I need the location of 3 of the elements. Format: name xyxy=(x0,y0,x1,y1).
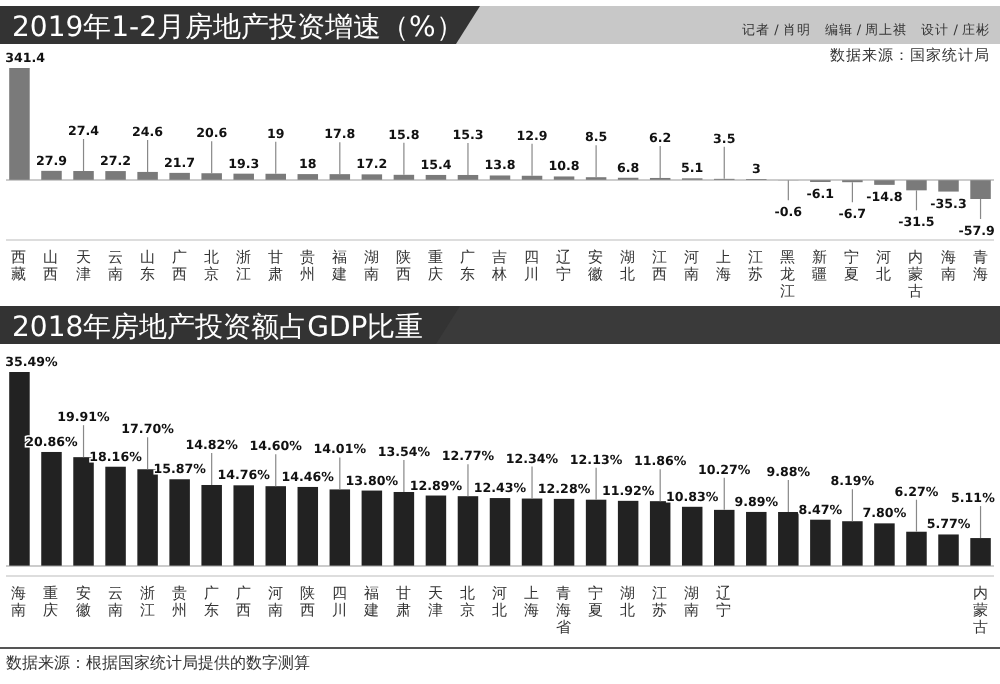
chart-title: 2019年1-2月房地产投资增速（%） xyxy=(12,12,464,44)
chart-title: 2018年房地产投资额占GDP比重 xyxy=(12,312,424,344)
source-note: 数据来源：根据国家统计局提供的数字测算 xyxy=(6,654,310,672)
